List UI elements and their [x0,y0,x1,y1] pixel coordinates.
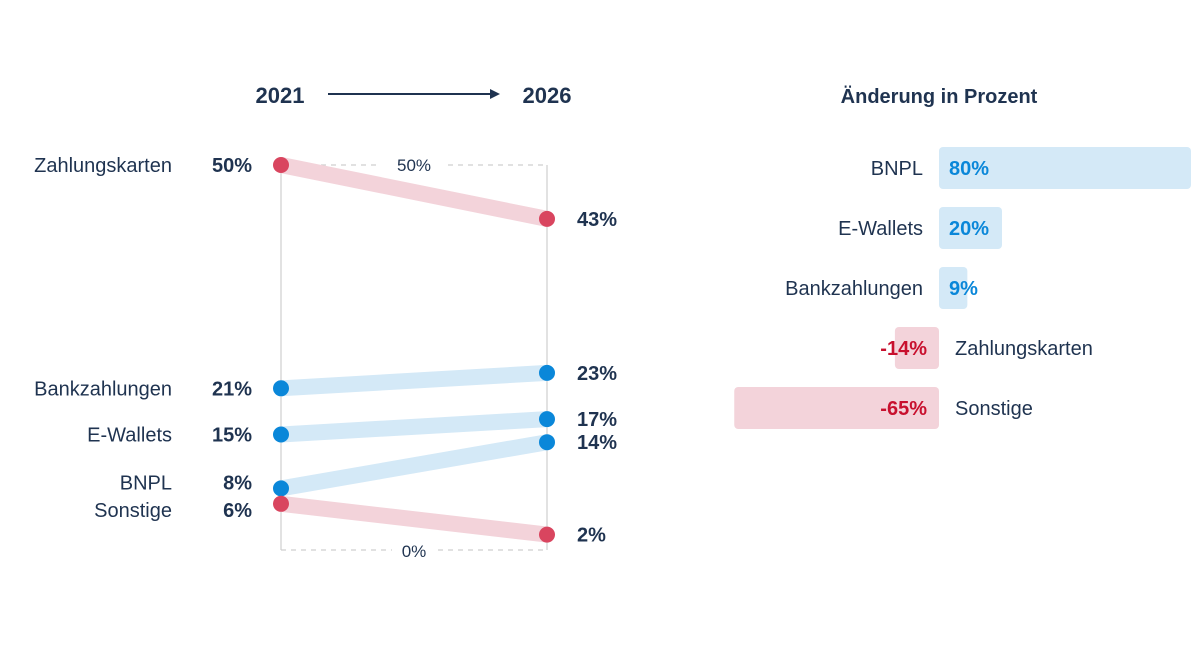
bar-zahlungskarten [894,327,939,369]
point-zahlungskarten-2021 [273,157,289,173]
band-sonstige [280,495,548,543]
value-label-bnpl-2021: 8% [223,472,252,494]
bar-value-zahlungskarten: -14% [880,338,927,360]
point-sonstige-2026 [539,526,555,543]
band-bankzahlungen [280,364,548,397]
bar-chart-title: Änderung in Prozent [841,85,1038,108]
bar-e-wallets [939,207,1002,249]
point-zahlungskarten-2026 [539,210,555,227]
band-zahlungskarten [279,157,549,227]
point-bankzahlungen-2021 [273,380,289,397]
point-e-wallets-2026 [539,411,555,428]
point-sonstige-2021 [273,495,289,512]
bar-label-bankzahlungen: Bankzahlungen [785,278,923,300]
bar-value-bnpl: 80% [949,158,989,180]
bar-label-e-wallets: E-Wallets [838,218,923,240]
slope-dots [273,157,555,543]
y-tick-50: 50% [397,156,431,175]
bar-value-bankzahlungen: 9% [949,278,978,300]
point-bnpl-2026 [539,434,555,451]
slope-labels: Zahlungskarten 50% 43% Bankzahlungen 21% 23% E… [34,155,617,547]
value-label-bankzahlungen-2026: 23% [577,363,617,385]
value-label-sonstige-2026: 2% [577,525,606,547]
category-label-e-wallets: E-Wallets [87,425,172,447]
y-tick-0: 0% [402,542,427,561]
change-bars: 80% BNPL 20% E-Wallets 9% Bankzahlungen -14% Za… [734,147,1191,429]
bar-bankzahlungen [939,267,968,309]
value-label-bnpl-2026: 14% [577,432,617,454]
bar-sonstige [734,387,939,429]
value-label-sonstige-2021: 6% [223,500,252,522]
slope-bands [279,157,549,543]
year-end-label: 2026 [523,83,572,108]
point-bnpl-2021 [273,480,289,497]
bar-label-sonstige: Sonstige [955,398,1033,420]
bar-label-zahlungskarten: Zahlungskarten [955,338,1093,360]
value-label-zahlungskarten-2026: 43% [577,209,617,231]
point-bankzahlungen-2026 [539,364,555,381]
bar-label-bnpl: BNPL [871,158,923,180]
bar-value-e-wallets: 20% [949,218,989,240]
category-label-bankzahlungen: Bankzahlungen [34,378,172,400]
year-start-label: 2021 [256,83,305,108]
band-bnpl [279,434,549,497]
value-label-zahlungskarten-2021: 50% [212,155,252,177]
value-label-bankzahlungen-2021: 21% [212,378,252,400]
value-label-e-wallets-2021: 15% [212,425,252,447]
category-label-sonstige: Sonstige [94,500,172,522]
point-e-wallets-2021 [273,426,289,443]
bar-bnpl [939,147,1191,189]
category-label-zahlungskarten: Zahlungskarten [34,155,172,177]
value-label-e-wallets-2026: 17% [577,409,617,431]
band-e-wallets [280,411,548,443]
category-label-bnpl: BNPL [120,472,172,494]
bar-value-sonstige: -65% [880,398,927,420]
